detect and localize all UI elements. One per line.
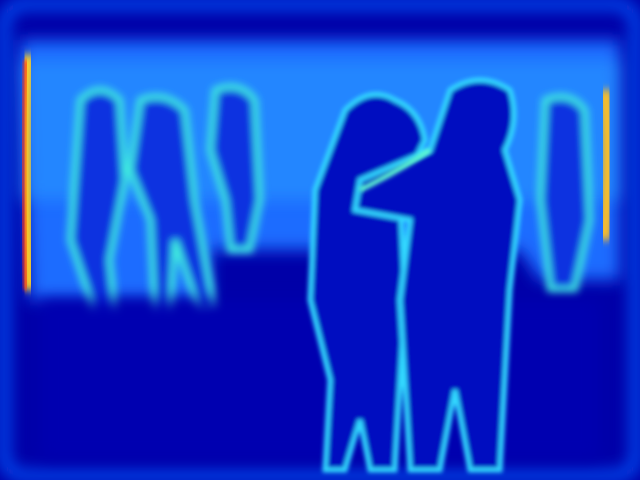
person-bg [206, 83, 264, 253]
person-bg [536, 93, 594, 293]
foreground-people [307, 77, 523, 473]
person-right [352, 77, 523, 473]
left-edge-hot [21, 59, 28, 291]
right-edge-warm [597, 89, 616, 241]
embrace-arm [358, 147, 432, 193]
